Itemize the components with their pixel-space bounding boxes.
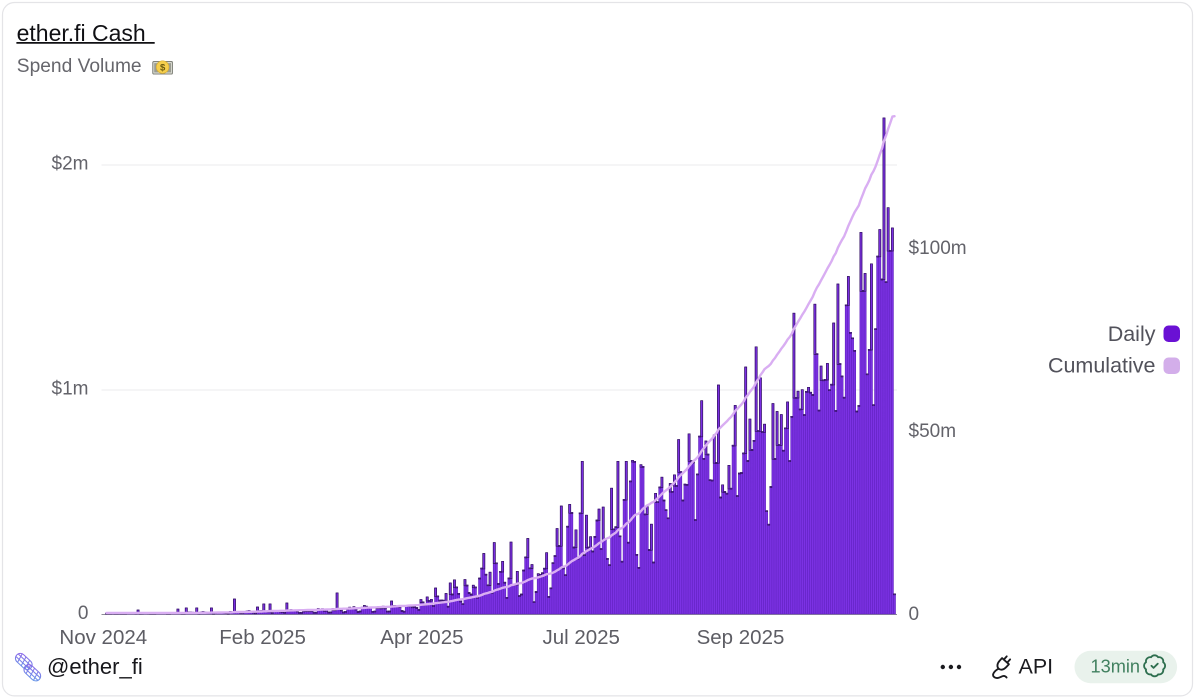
svg-text:0: 0: [78, 603, 89, 624]
svg-text:Daily: Daily: [1108, 322, 1156, 346]
svg-text:API: API: [1019, 655, 1054, 679]
svg-text:ether.fi Cash: ether.fi Cash: [17, 20, 146, 46]
svg-text:Feb 2025: Feb 2025: [219, 626, 306, 649]
svg-text:@ether_fi: @ether_fi: [47, 654, 143, 679]
svg-text:Jul 2025: Jul 2025: [542, 626, 620, 649]
svg-text:Nov 2024: Nov 2024: [59, 626, 147, 649]
svg-text:Apr 2025: Apr 2025: [380, 626, 463, 649]
svg-text:Cumulative: Cumulative: [1048, 354, 1156, 378]
svg-text:Spend Volume: Spend Volume: [17, 56, 142, 77]
svg-text:$: $: [160, 62, 166, 73]
svg-text:Sep 2025: Sep 2025: [697, 626, 785, 649]
svg-text:$100m: $100m: [909, 238, 967, 259]
svg-text:0: 0: [909, 604, 920, 625]
svg-text:$50m: $50m: [909, 421, 957, 442]
svg-text:13min: 13min: [1091, 657, 1141, 677]
svg-text:$2m: $2m: [52, 154, 89, 175]
svg-text:$1m: $1m: [52, 379, 89, 400]
